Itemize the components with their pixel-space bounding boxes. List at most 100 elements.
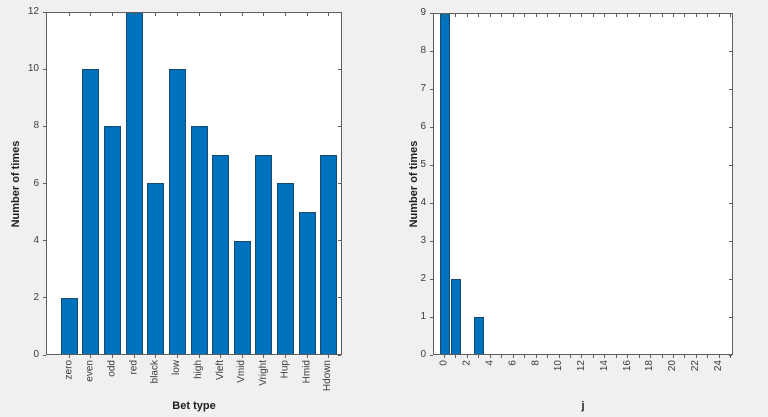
- x-tick-mark: [90, 13, 92, 16]
- x-tick-mark: [547, 14, 548, 17]
- bar: [473, 317, 484, 355]
- x-tick-mark: [220, 13, 222, 16]
- y-tick-mark: [729, 12, 732, 14]
- y-tick-label: 2: [420, 273, 426, 284]
- x-tick-mark: [241, 355, 243, 358]
- y-tick-label: 10: [27, 63, 39, 75]
- x-tick-mark: [569, 14, 571, 17]
- x-tick-label: Hdown: [322, 360, 334, 392]
- y-tick-mark: [729, 202, 732, 204]
- x-tick-mark: [455, 14, 457, 17]
- x-tick-mark: [650, 355, 652, 358]
- y-tick-mark: [338, 354, 341, 356]
- y-tick-mark: [729, 126, 732, 128]
- x-tick-label: Hmid: [301, 360, 312, 384]
- y-tick-label: 7: [420, 83, 426, 94]
- x-tick-label: 22: [690, 360, 702, 372]
- bar: [233, 241, 251, 355]
- y-tick-mark: [430, 50, 433, 52]
- x-tick-mark: [615, 14, 617, 17]
- y-tick-mark: [430, 202, 433, 204]
- bar: [190, 126, 208, 355]
- x-tick-label: low: [171, 360, 183, 376]
- x-tick-mark: [547, 355, 548, 358]
- x-tick-mark: [112, 13, 113, 16]
- y-tick-mark: [43, 68, 46, 70]
- bar: [212, 155, 230, 355]
- bar: [125, 12, 143, 355]
- x-tick-label: Vmid: [236, 360, 248, 383]
- x-tick-label: 14: [598, 360, 610, 372]
- x-tick-mark: [444, 14, 445, 17]
- x-tick-label: 4: [484, 360, 496, 366]
- bar: [298, 212, 316, 355]
- x-tick-mark: [592, 14, 594, 17]
- x-tick-mark: [627, 355, 629, 358]
- x-tick-mark: [684, 14, 686, 17]
- y-axis-label: Number of times: [408, 140, 420, 228]
- x-tick-mark: [569, 355, 571, 358]
- y-tick-mark: [430, 12, 433, 14]
- x-tick-mark: [478, 14, 480, 17]
- x-tick-mark: [198, 13, 200, 16]
- bar: [168, 69, 186, 355]
- y-tick-label: 2: [33, 291, 39, 303]
- x-tick-label: 6: [507, 360, 519, 366]
- x-tick-mark: [133, 13, 135, 16]
- x-tick-mark: [512, 355, 514, 358]
- y-tick-mark: [43, 354, 46, 356]
- y-tick-label: 8: [33, 120, 39, 132]
- x-tick-mark: [730, 355, 732, 358]
- x-tick-mark: [155, 355, 157, 358]
- x-tick-mark: [112, 355, 113, 358]
- y-tick-mark: [729, 240, 732, 242]
- x-tick-mark: [673, 14, 674, 17]
- x-tick-mark: [512, 14, 514, 17]
- x-tick-mark: [707, 14, 709, 17]
- x-tick-label: 2: [461, 360, 473, 366]
- x-axis-label: Bet type: [172, 400, 216, 412]
- bar: [255, 155, 273, 355]
- x-tick-mark: [263, 355, 265, 358]
- plot-area: [433, 13, 733, 355]
- x-tick-label: 0: [438, 360, 450, 366]
- x-tick-mark: [466, 14, 468, 17]
- y-tick-label: 1: [420, 311, 426, 322]
- x-tick-mark: [263, 13, 265, 16]
- x-tick-mark: [718, 355, 720, 358]
- y-tick-mark: [338, 297, 341, 299]
- y-tick-mark: [338, 125, 341, 127]
- y-tick-mark: [338, 240, 341, 242]
- x-tick-mark: [661, 14, 663, 17]
- x-tick-mark: [455, 355, 457, 358]
- x-tick-mark: [306, 13, 308, 16]
- x-tick-mark: [241, 13, 243, 16]
- y-tick-label: 8: [420, 45, 426, 56]
- x-tick-mark: [176, 13, 178, 16]
- x-tick-label: Vright: [257, 360, 269, 386]
- x-tick-mark: [68, 355, 70, 358]
- y-tick-mark: [729, 88, 732, 90]
- x-tick-label: Hup: [279, 360, 291, 379]
- x-tick-mark: [673, 355, 674, 358]
- bet-type-bar-chart: Number of times Bet type zero even odd red b…: [10, 6, 342, 412]
- x-tick-mark: [581, 14, 583, 17]
- y-tick-label: 4: [420, 197, 426, 208]
- bar: [276, 183, 294, 355]
- x-tick-mark: [558, 14, 560, 17]
- x-tick-mark: [558, 355, 560, 358]
- x-tick-label: high: [193, 360, 204, 379]
- x-tick-mark: [489, 14, 491, 17]
- y-tick-mark: [43, 125, 46, 127]
- bar: [320, 155, 338, 355]
- y-tick-mark: [430, 240, 433, 242]
- x-tick-label: 18: [644, 360, 656, 372]
- bar: [104, 126, 121, 355]
- y-tick-mark: [43, 11, 46, 13]
- x-tick-label: 8: [530, 360, 542, 366]
- x-tick-mark: [198, 355, 200, 358]
- x-tick-mark: [615, 355, 617, 358]
- x-tick-mark: [155, 13, 157, 16]
- x-tick-mark: [176, 355, 178, 358]
